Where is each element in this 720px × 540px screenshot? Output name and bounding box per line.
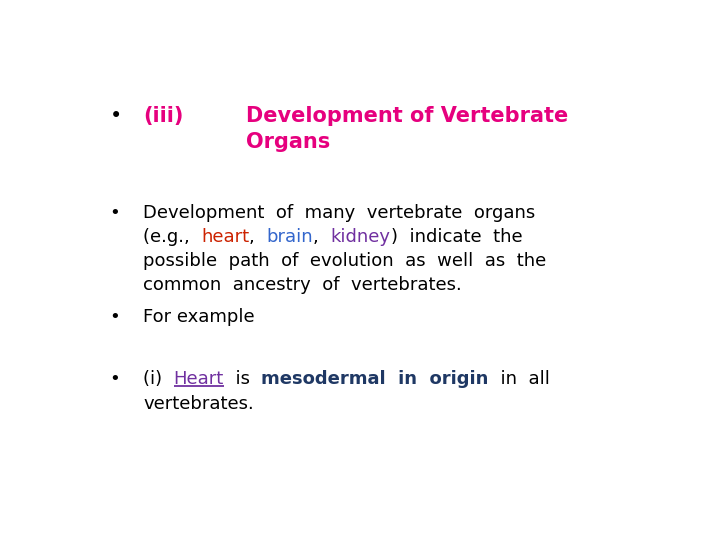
Text: mesodermal  in  origin: mesodermal in origin [261, 370, 489, 388]
Text: vertebrates.: vertebrates. [143, 395, 253, 413]
Text: possible  path  of  evolution  as  well  as  the: possible path of evolution as well as th… [143, 252, 546, 271]
Text: •: • [109, 308, 120, 326]
Text: ,: , [313, 228, 330, 246]
Text: Development  of  many  vertebrate  organs: Development of many vertebrate organs [143, 204, 535, 222]
Text: For example: For example [143, 308, 255, 326]
Text: kidney: kidney [330, 228, 390, 246]
Text: •: • [109, 370, 120, 388]
Text: (e.g.,: (e.g., [143, 228, 202, 246]
Text: •: • [109, 204, 120, 222]
Text: Heart: Heart [174, 370, 224, 388]
Text: in  all: in all [489, 370, 549, 388]
Text: •: • [109, 106, 122, 126]
Text: (i): (i) [143, 370, 174, 388]
Text: (iii): (iii) [143, 106, 184, 126]
Text: Development of Vertebrate
Organs: Development of Vertebrate Organs [246, 106, 569, 152]
Text: ,: , [249, 228, 266, 246]
Text: is: is [224, 370, 261, 388]
Text: heart: heart [202, 228, 249, 246]
Text: brain: brain [266, 228, 313, 246]
Text: )  indicate  the: ) indicate the [390, 228, 522, 246]
Text: common  ancestry  of  vertebrates.: common ancestry of vertebrates. [143, 276, 462, 294]
